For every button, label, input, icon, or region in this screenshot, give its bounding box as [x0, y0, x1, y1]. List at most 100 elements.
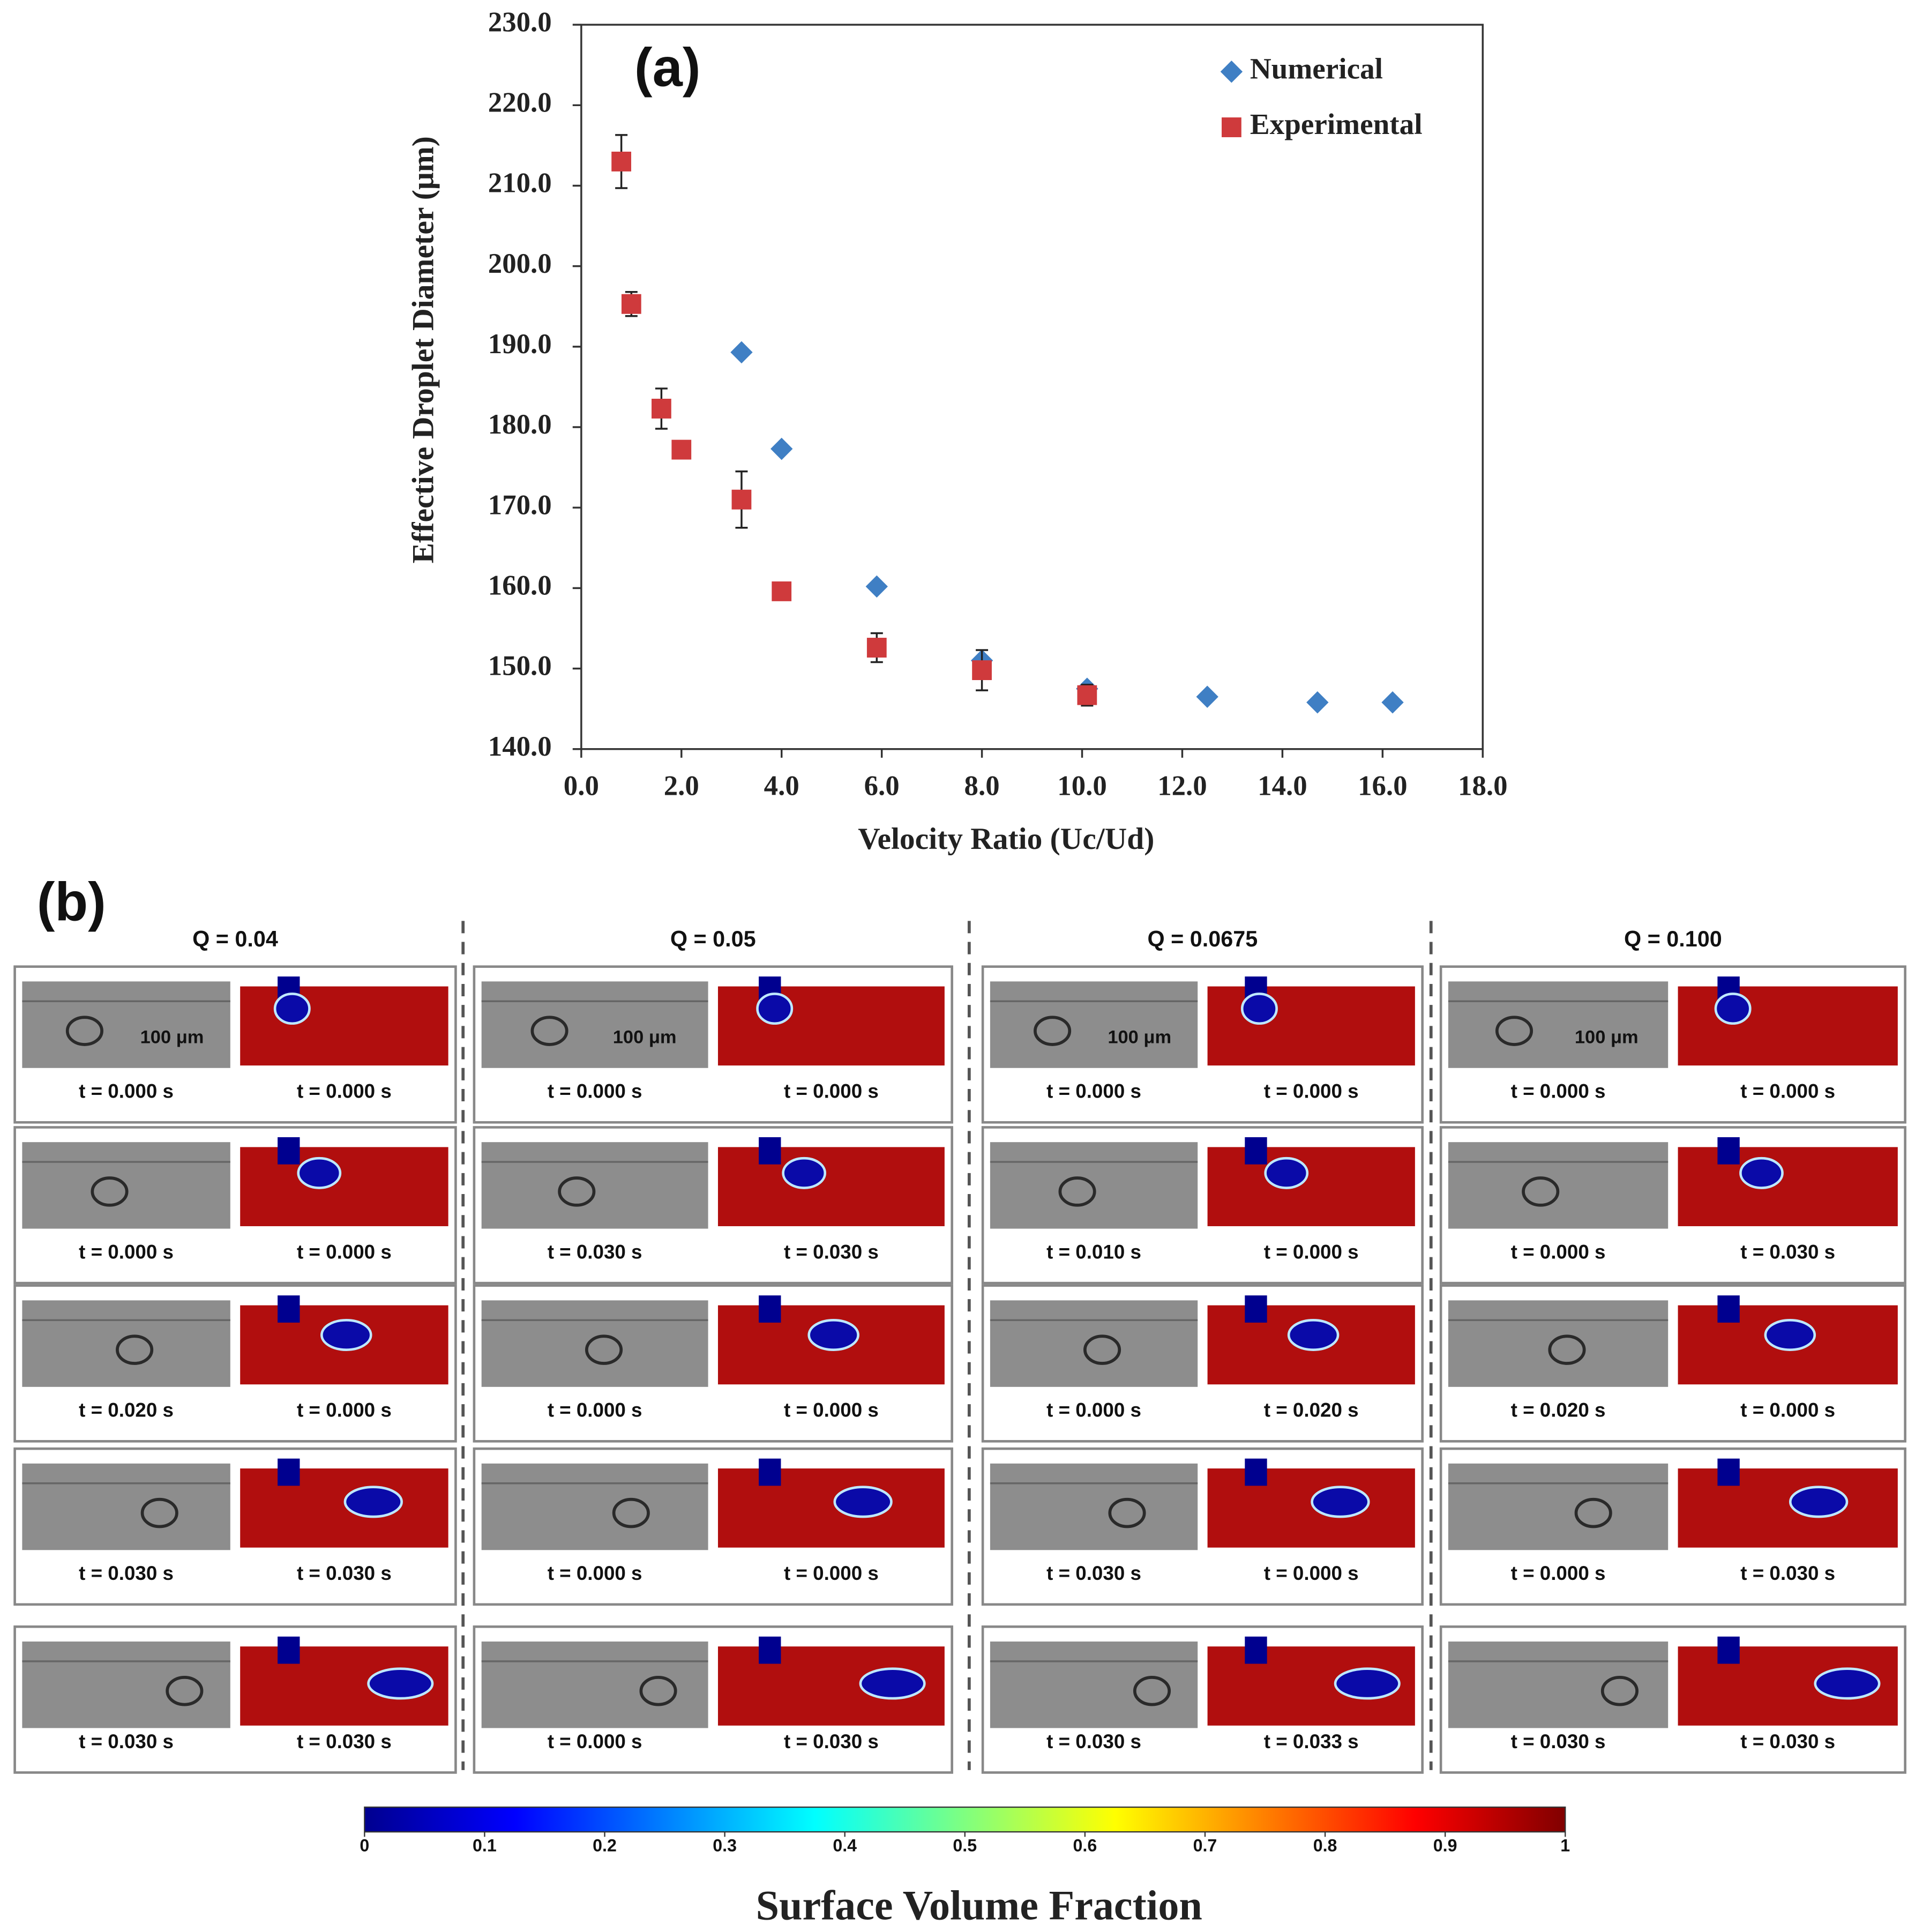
nozzle [759, 1458, 781, 1486]
row-frame [473, 1625, 953, 1774]
plot-frame [580, 24, 1484, 750]
experiment-image [481, 1641, 708, 1728]
row-frame [981, 1284, 1424, 1443]
data-point [865, 575, 888, 598]
nozzle [1245, 1636, 1267, 1664]
colorbar-title: Surface Volume Fraction [756, 1882, 1202, 1928]
row-frame [1439, 1447, 1906, 1606]
colorbar-tick-label: 0.4 [833, 1836, 857, 1855]
y-tick-label: 190.0 [488, 329, 552, 360]
time-label: t = 0.000 s [79, 1241, 174, 1263]
colorbar-tick-label: 0 [360, 1836, 369, 1855]
time-label: t = 0.000 s [548, 1730, 642, 1752]
droplet [530, 1016, 568, 1046]
time-label: t = 0.010 s [1046, 1241, 1141, 1263]
sim-droplet [320, 1318, 372, 1351]
experiment-image [22, 1300, 230, 1387]
time-label: t = 0.000 s [297, 1399, 392, 1421]
droplet [1034, 1016, 1072, 1046]
x-tick-label: 4.0 [764, 771, 799, 802]
colorbar-tick-label: 1 [1560, 1836, 1570, 1855]
time-label: t = 0.030 s [548, 1241, 642, 1263]
time-label: t = 0.030 s [1740, 1562, 1835, 1584]
simulation-image [240, 1147, 448, 1227]
droplet [1495, 1016, 1534, 1046]
droplet [612, 1497, 650, 1528]
data-point [611, 151, 632, 171]
simulation-image [240, 986, 448, 1066]
scale-label: 100 μm [140, 1027, 204, 1048]
simulation-image [1678, 1468, 1898, 1548]
data-point [671, 439, 692, 460]
time-label: t = 0.030 s [297, 1730, 392, 1752]
row-frame [1439, 1625, 1906, 1774]
nozzle [1717, 1295, 1740, 1323]
row-frame [473, 965, 953, 1124]
time-label: t = 0.000 s [548, 1562, 642, 1584]
row-frame [981, 1625, 1424, 1774]
data-point [1381, 691, 1404, 714]
sim-droplet [1334, 1667, 1401, 1700]
experiment-image [1448, 1463, 1669, 1550]
y-tick-label: 140.0 [488, 731, 552, 762]
colorbar-tick-label: 0.7 [1193, 1836, 1217, 1855]
data-point [972, 660, 992, 680]
colorbar-tick-label: 0.3 [713, 1836, 737, 1855]
time-label: t = 0.000 s [784, 1399, 879, 1421]
time-label: t = 0.000 s [79, 1080, 174, 1102]
simulation-image [1678, 1147, 1898, 1227]
sim-droplet [367, 1667, 434, 1700]
sim-droplet [782, 1157, 827, 1189]
column-title: Q = 0.05 [670, 926, 756, 951]
nozzle [759, 1295, 781, 1323]
experiment-image [481, 1463, 708, 1550]
experiment-image [481, 981, 708, 1068]
x-tick-label: 12.0 [1157, 771, 1207, 802]
sim-droplet [1240, 993, 1278, 1025]
column-title: Q = 0.04 [192, 926, 278, 951]
y-tick-label: 180.0 [488, 409, 552, 440]
time-label: t = 0.030 s [79, 1562, 174, 1584]
y-tick-label: 160.0 [488, 570, 552, 601]
droplet [1574, 1497, 1612, 1528]
simulation-image [717, 986, 945, 1066]
time-label: t = 0.000 s [548, 1399, 642, 1421]
time-label: t = 0.030 s [1046, 1730, 1141, 1752]
droplet [1108, 1497, 1146, 1528]
droplet [140, 1497, 178, 1528]
data-point [1196, 685, 1218, 708]
simulation-image [1207, 1147, 1415, 1227]
time-label: t = 0.020 s [1511, 1399, 1606, 1421]
time-label: t = 0.033 s [1264, 1730, 1359, 1752]
row-frame [473, 1447, 953, 1606]
x-tick-label: 6.0 [864, 771, 900, 802]
time-label: t = 0.000 s [1046, 1080, 1141, 1102]
sim-droplet [833, 1486, 893, 1518]
simulation-image [1207, 986, 1415, 1066]
simulation-image [717, 1468, 945, 1548]
colorbar [364, 1806, 1566, 1833]
simulation-image [1207, 1468, 1415, 1548]
time-label: t = 0.000 s [1264, 1562, 1359, 1584]
experiment-image [481, 1142, 708, 1229]
colorbar-tick-label: 0.2 [593, 1836, 617, 1855]
time-label: t = 0.000 s [1740, 1080, 1835, 1102]
x-tick-label: 8.0 [964, 771, 1000, 802]
time-label: t = 0.000 s [548, 1080, 642, 1102]
simulation-image [240, 1468, 448, 1548]
data-point [771, 437, 793, 460]
experiment-image [1448, 1142, 1669, 1229]
row-frame [981, 1126, 1424, 1285]
panel-label: (b) [37, 871, 106, 932]
sim-droplet [1264, 1157, 1309, 1189]
experiment-image [22, 1463, 230, 1550]
nozzle [278, 1458, 300, 1486]
row-frame [1439, 1126, 1906, 1285]
sim-droplet [1814, 1667, 1881, 1700]
droplet [166, 1675, 204, 1706]
row-frame [13, 1126, 457, 1285]
legend-marker [1222, 117, 1241, 138]
colorbar-tick-label: 0.5 [953, 1836, 977, 1855]
colorbar-tick-label: 0.6 [1073, 1836, 1097, 1855]
